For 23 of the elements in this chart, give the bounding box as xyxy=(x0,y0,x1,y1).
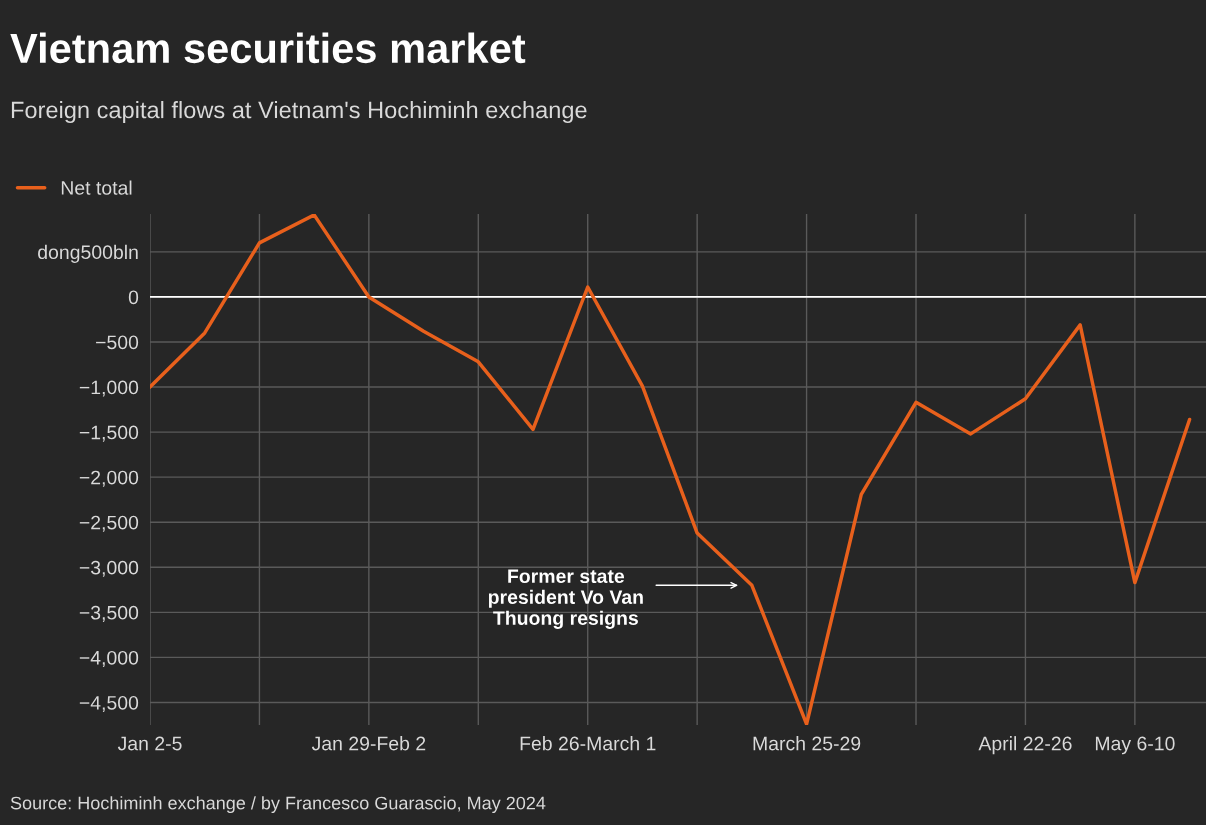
source-note: Source: Hochiminh exchange / by Francesco Guarascio, May 2024 xyxy=(10,796,546,813)
x-tick-label: Jan 29-Feb 2 xyxy=(311,736,426,751)
y-tick-label: −4,500 xyxy=(79,695,139,712)
x-tick-label: Jan 2-5 xyxy=(117,736,182,751)
chart-subtitle: Foreign capital flows at Vietnam's Hochiminh exchange xyxy=(11,101,587,123)
x-tick-label: Feb 26-March 1 xyxy=(520,736,656,751)
legend-label: Net total xyxy=(61,180,132,195)
y-tick-label: −1,000 xyxy=(79,380,139,397)
annotation: Former state president Vo Van Thuong resigns xyxy=(488,569,643,629)
x-tick-label: April 22-26 xyxy=(978,736,1072,755)
y-tick-label: dong500bln xyxy=(38,244,138,263)
y-tick-label: −500 xyxy=(96,335,139,350)
line-series xyxy=(150,214,1192,725)
y-tick-label: −4,000 xyxy=(79,650,139,667)
x-tick-label: May 6-10 xyxy=(1095,736,1175,755)
y-tick-label: −3,000 xyxy=(79,560,139,577)
y-tick-label: −1,500 xyxy=(79,425,139,442)
chart-title: Vietnam securities market xyxy=(10,32,526,64)
y-tick-label: −3,500 xyxy=(79,605,139,622)
y-tick-label: −2,500 xyxy=(79,515,139,532)
y-tick-label: 0 xyxy=(128,290,139,305)
x-tick-label: March 25-29 xyxy=(753,736,861,751)
y-tick-label: −2,000 xyxy=(79,470,139,487)
